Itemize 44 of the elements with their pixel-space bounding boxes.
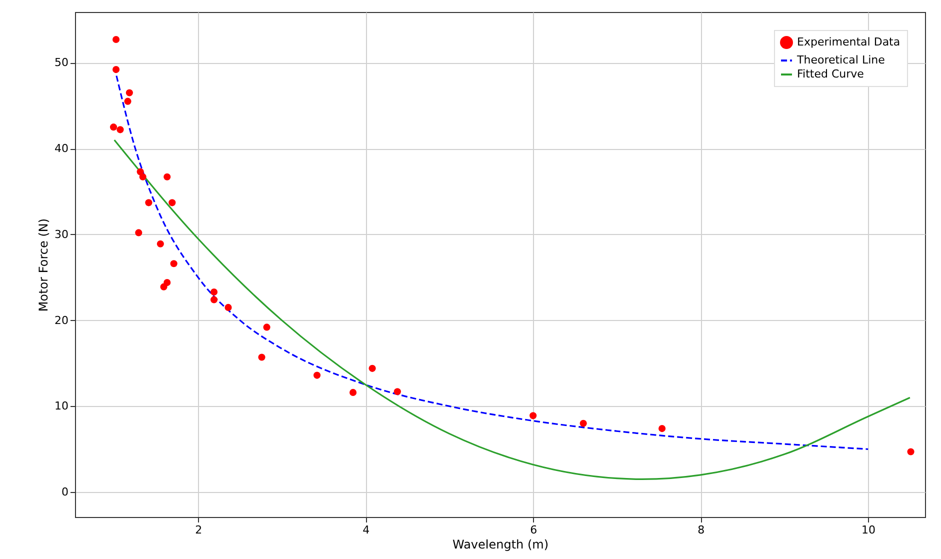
- x-axis-title: Wavelength (m): [452, 538, 549, 552]
- point: [907, 448, 914, 456]
- y-tick-label: 20: [54, 314, 68, 327]
- point: [258, 354, 266, 361]
- line-series: [114, 139, 911, 480]
- y-tick-label: 50: [54, 56, 68, 70]
- y-tick-label: 40: [54, 142, 68, 156]
- x-tick-label: 8: [698, 524, 705, 536]
- point: [164, 173, 171, 180]
- point: [313, 372, 321, 379]
- point: [263, 324, 270, 331]
- y-tick-label: 0: [62, 486, 68, 499]
- x-tick-label: 4: [362, 524, 370, 536]
- point: [224, 304, 232, 311]
- point: [135, 229, 142, 236]
- x-tick-label: 2: [195, 524, 202, 536]
- point: [139, 173, 146, 180]
- point: [112, 66, 120, 74]
- x-tick-label: 10: [862, 524, 876, 536]
- point: [160, 283, 168, 290]
- point: [116, 126, 124, 134]
- point: [530, 412, 537, 420]
- point: [210, 288, 218, 296]
- point: [349, 388, 357, 396]
- y-axis-title: Motor Force (N): [36, 218, 51, 312]
- point: [124, 98, 132, 105]
- point: [168, 199, 176, 206]
- x-tick-label: 6: [530, 524, 538, 536]
- legend-label: Theoretical Line: [796, 54, 886, 66]
- point: [394, 388, 401, 396]
- point: [210, 296, 218, 304]
- point: [580, 420, 587, 427]
- point: [658, 425, 666, 432]
- point: [112, 36, 120, 44]
- point: [156, 240, 164, 248]
- point: [170, 260, 178, 268]
- legend-label: Experimental Data: [797, 36, 900, 48]
- y-tick-label: 10: [54, 400, 68, 413]
- point: [368, 364, 376, 372]
- point: [110, 124, 118, 131]
- point: [145, 199, 152, 206]
- y-tick-label: 30: [54, 228, 68, 241]
- point: [126, 89, 133, 96]
- legend-label: Fitted Curve: [797, 68, 864, 80]
